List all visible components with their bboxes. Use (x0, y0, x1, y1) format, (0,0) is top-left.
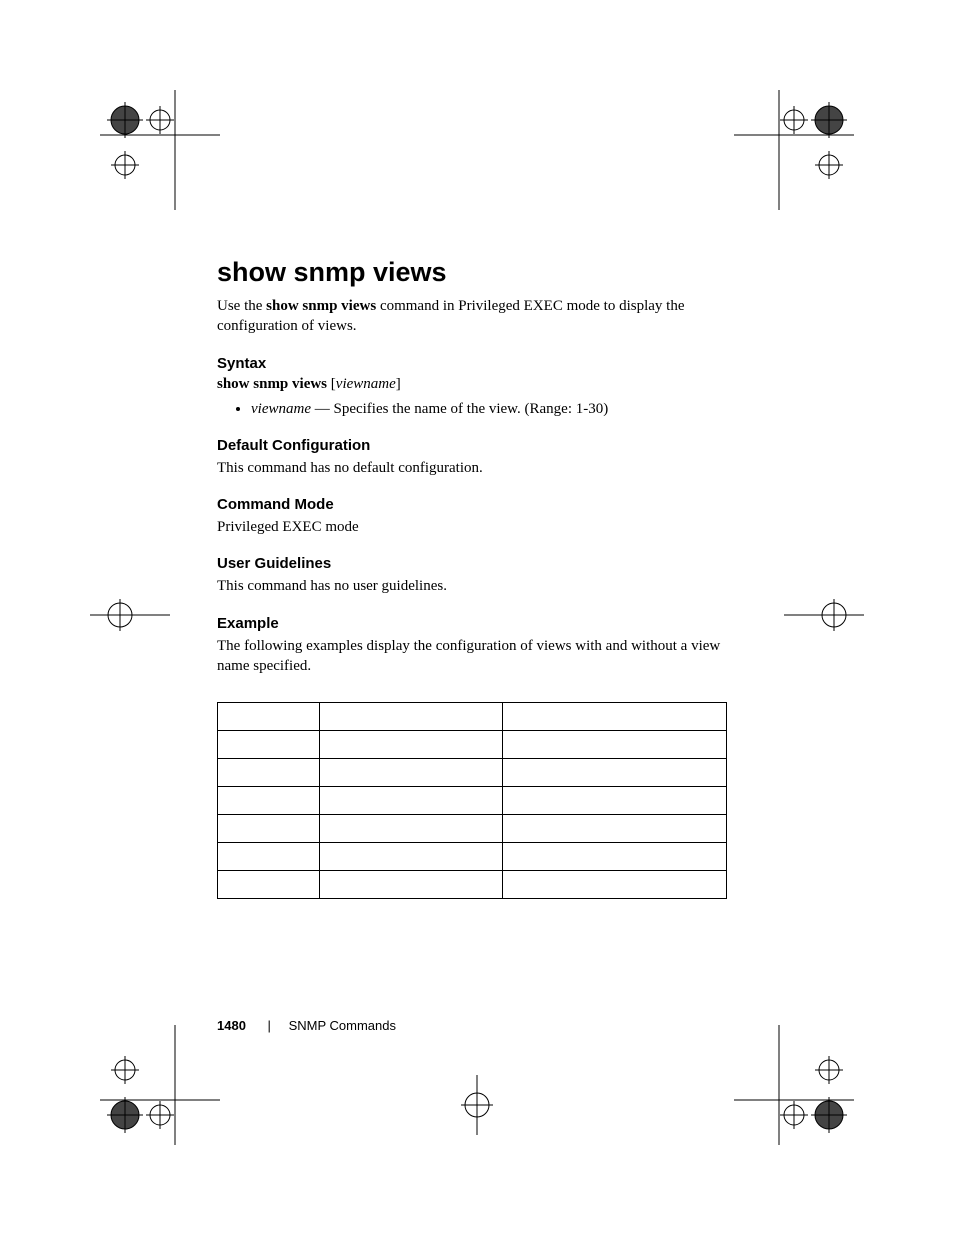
table-cell (503, 787, 727, 815)
crop-mark-bottom-right (734, 1025, 854, 1145)
guidelines-heading: User Guidelines (217, 555, 727, 572)
syntax-line: show snmp views [viewname] (217, 376, 727, 393)
page-footer: 1480 | SNMP Commands (217, 1018, 396, 1033)
table-cell (319, 703, 502, 731)
table-cell (218, 703, 320, 731)
document-content: show snmp views Use the show snmp views … (217, 257, 727, 899)
syntax-ital: viewname (336, 376, 396, 392)
default-cfg-heading: Default Configuration (217, 437, 727, 454)
crop-mark-right-mid (784, 585, 864, 645)
table-row (218, 703, 727, 731)
table-row (218, 787, 727, 815)
command-title: show snmp views (217, 257, 727, 288)
syntax-close: ] (396, 376, 401, 392)
table-cell (218, 731, 320, 759)
intro-prefix: Use the (217, 298, 266, 314)
example-body: The following examples display the confi… (217, 636, 727, 677)
table-cell (319, 871, 502, 899)
crop-mark-bottom-mid (437, 1075, 517, 1135)
table-cell (319, 731, 502, 759)
syntax-bullet: viewname — Specifies the name of the vie… (251, 399, 727, 419)
syntax-bold: show snmp views (217, 376, 327, 392)
table-cell (319, 759, 502, 787)
table-row (218, 815, 727, 843)
table-cell (503, 843, 727, 871)
syntax-open: [ (327, 376, 336, 392)
table-cell (503, 815, 727, 843)
footer-separator: | (268, 1018, 271, 1033)
table-cell (218, 759, 320, 787)
views-table (217, 702, 727, 899)
table-cell (319, 815, 502, 843)
table-row (218, 731, 727, 759)
intro-bold: show snmp views (266, 298, 376, 314)
cmd-mode-heading: Command Mode (217, 496, 727, 513)
table-cell (319, 843, 502, 871)
intro-paragraph: Use the show snmp views command in Privi… (217, 296, 727, 337)
table-cell (218, 871, 320, 899)
table-cell (218, 815, 320, 843)
crop-mark-bottom-left (100, 1025, 220, 1145)
syntax-bullets: viewname — Specifies the name of the vie… (217, 399, 727, 419)
table-row (218, 843, 727, 871)
table-cell (503, 871, 727, 899)
crop-mark-top-right (734, 90, 854, 210)
footer-chapter: SNMP Commands (289, 1018, 396, 1033)
crop-mark-top-left (100, 90, 220, 210)
bullet-ital: viewname (251, 401, 311, 417)
syntax-heading: Syntax (217, 355, 727, 372)
table-row (218, 871, 727, 899)
example-heading: Example (217, 615, 727, 632)
table-cell (319, 787, 502, 815)
table-row (218, 759, 727, 787)
bullet-rest: — Specifies the name of the view. (Range… (311, 401, 608, 417)
cmd-mode-body: Privileged EXEC mode (217, 517, 727, 537)
page-number: 1480 (217, 1018, 246, 1033)
table-cell (503, 759, 727, 787)
table-cell (218, 787, 320, 815)
default-cfg-body: This command has no default configuratio… (217, 458, 727, 478)
guidelines-body: This command has no user guidelines. (217, 576, 727, 596)
crop-mark-left-mid (90, 585, 170, 645)
table-cell (503, 731, 727, 759)
table-cell (503, 703, 727, 731)
table-cell (218, 843, 320, 871)
